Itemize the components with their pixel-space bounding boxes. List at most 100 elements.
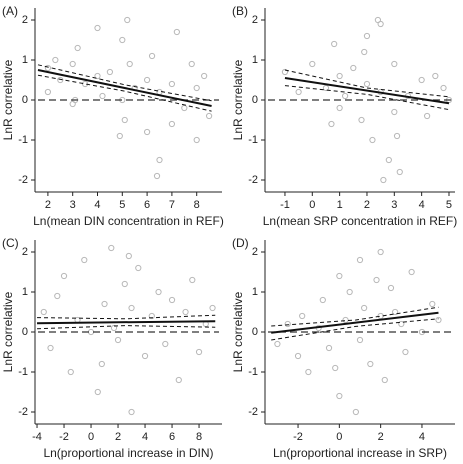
y-tick-label: -1 [248, 134, 258, 146]
point [336, 272, 343, 280]
point [173, 28, 180, 36]
x-tick-label: 1 [337, 199, 343, 211]
x-tick-label: 0 [336, 431, 342, 443]
point [101, 300, 108, 308]
x-tick-label: 2 [45, 199, 51, 211]
x-tick-label: 3 [391, 199, 397, 211]
point [153, 172, 161, 180]
y-tick-label: -2 [18, 406, 28, 418]
point [162, 340, 169, 348]
point [346, 288, 353, 296]
x-tick-label: 2 [364, 199, 370, 211]
y-axis-label: LnR correlative [231, 291, 245, 372]
ci-upper [37, 314, 216, 320]
y-tick-label: 2 [22, 14, 28, 26]
point [141, 352, 149, 360]
x-tick-label: -1 [280, 199, 290, 211]
point [128, 304, 135, 312]
point [125, 252, 132, 260]
point [352, 408, 359, 416]
fit-line [284, 77, 450, 105]
point [110, 324, 118, 332]
point [87, 328, 95, 336]
panel: (C) -2 -1 0 1 2 -4 -2 0 2 4 6 8 Ln(proportional incre… [1, 236, 222, 460]
point [342, 316, 349, 324]
y-tick-label: 1 [22, 54, 28, 66]
y-tick-label: 0 [22, 326, 28, 338]
y-tick-label: 0 [252, 94, 258, 106]
point [328, 120, 335, 128]
point [128, 408, 135, 416]
y-tick-label: 1 [252, 286, 258, 298]
y-tick-label: -2 [248, 174, 258, 186]
point [363, 32, 371, 40]
point [356, 256, 364, 264]
point [144, 76, 151, 84]
point [336, 104, 343, 112]
point [435, 316, 442, 324]
point [98, 360, 105, 368]
point [424, 112, 431, 120]
point [148, 312, 155, 320]
point [361, 304, 368, 312]
point [168, 80, 176, 88]
point [57, 76, 64, 84]
ci-lower [37, 325, 216, 330]
x-tick-label: 2 [115, 431, 121, 443]
point [99, 92, 106, 100]
point [193, 84, 200, 92]
y-tick-label: -2 [18, 174, 28, 186]
x-tick-label: 6 [144, 199, 150, 211]
y-tick-label: -1 [18, 366, 28, 378]
panel-label: (A) [2, 4, 18, 18]
point [148, 52, 156, 60]
point [393, 132, 401, 140]
point [206, 112, 213, 120]
point [175, 376, 182, 384]
point [356, 336, 364, 344]
y-tick-label: 2 [252, 246, 258, 258]
point [116, 132, 123, 140]
y-tick-label: 0 [252, 326, 258, 338]
y-tick-label: 2 [252, 14, 258, 26]
point [209, 304, 216, 312]
point [44, 64, 51, 72]
point [94, 72, 101, 80]
point [108, 244, 115, 252]
x-tick-label: 8 [194, 199, 200, 211]
point [189, 276, 196, 284]
y-axis-label: LnR correlative [1, 59, 15, 140]
x-tick-label: 7 [169, 199, 175, 211]
point [305, 368, 312, 376]
point [367, 360, 374, 368]
point [155, 288, 162, 296]
point [60, 272, 68, 280]
point [144, 128, 151, 136]
point [363, 80, 371, 88]
point [342, 92, 349, 100]
x-tick-label: -2 [293, 431, 303, 443]
x-tick-label: 5 [119, 199, 125, 211]
point [418, 76, 425, 84]
point [387, 284, 395, 292]
fit-line [37, 320, 216, 325]
ci-upper [284, 69, 450, 98]
ci-upper [271, 306, 439, 327]
y-tick-label: -1 [248, 366, 258, 378]
point [47, 344, 54, 352]
point [281, 68, 289, 76]
x-axis-label: Ln(proportional increase in DIN) [43, 446, 213, 460]
x-tick-label: 3 [70, 199, 76, 211]
x-tick-label: 4 [94, 199, 100, 211]
point [392, 308, 399, 316]
point [94, 24, 101, 32]
point [350, 64, 357, 72]
panel: (D) -2 -1 0 1 2 -2 0 2 4 Ln(proportional increase … [231, 236, 455, 460]
point [114, 336, 122, 344]
point [168, 296, 176, 304]
point [299, 312, 306, 320]
point [201, 72, 208, 80]
point [67, 368, 74, 376]
fit-line [271, 311, 439, 334]
